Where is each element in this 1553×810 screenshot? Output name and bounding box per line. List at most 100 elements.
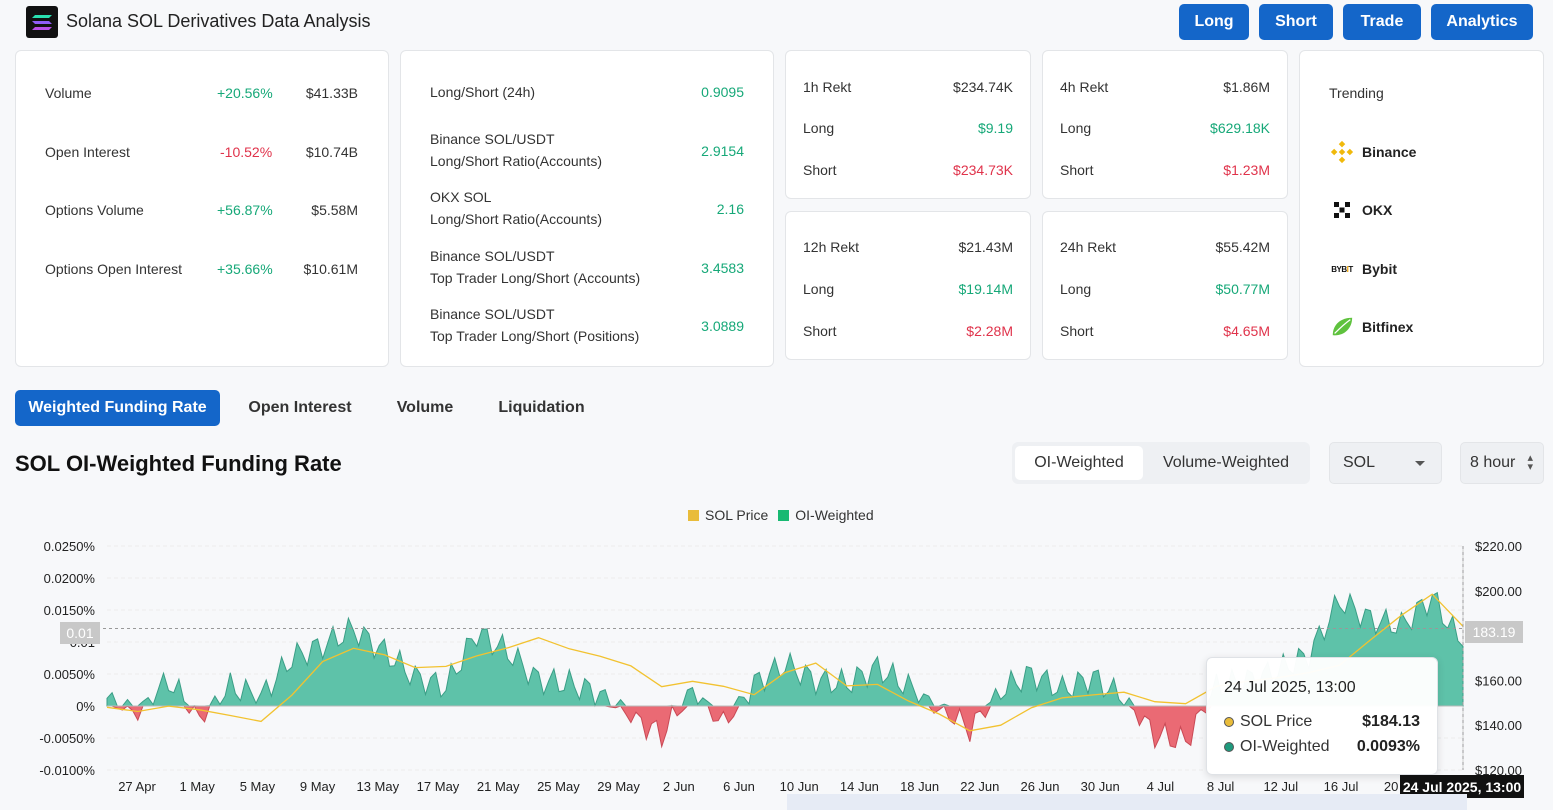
x-tick-label: 22 Jun xyxy=(960,779,999,794)
overview-label: Options Open Interest xyxy=(45,261,182,277)
rekt-short-value: $2.28M xyxy=(966,323,1013,339)
crosshair-y-right-label: 183.19 xyxy=(1465,621,1523,643)
rekt-total: $234.74K xyxy=(953,79,1013,95)
rekt-card-12h: 12h Rekt $21.43M Long $19.14M Short $2.28M xyxy=(785,211,1031,360)
rekt-long-label: Long xyxy=(803,281,835,297)
rekt-long-value: $19.14M xyxy=(958,281,1013,297)
overview-value: $10.61M xyxy=(303,261,358,277)
stepper-arrows-icon: ▴ ▾ xyxy=(1527,452,1533,473)
trending-item-label: OKX xyxy=(1362,202,1393,218)
long-button[interactable]: Long xyxy=(1179,4,1249,40)
x-tick-label: 30 Jun xyxy=(1081,779,1120,794)
interval-select-value: 8 hour xyxy=(1470,454,1516,471)
x-tick-label: 27 Apr xyxy=(118,779,156,794)
x-tick-label: 18 Jun xyxy=(900,779,939,794)
ratio-value: 3.0889 xyxy=(701,318,744,334)
trending-item-label: Bitfinex xyxy=(1362,319,1414,335)
overview-change: -10.52% xyxy=(220,144,273,160)
tab-open-interest[interactable]: Open Interest xyxy=(232,390,368,426)
y-left-tick-label: 0.0150% xyxy=(44,603,96,618)
x-tick-label: 12 Jul xyxy=(1263,779,1298,794)
y-left-tick-label: 0.0050% xyxy=(44,667,96,682)
y-left-tick-label: -0.0100% xyxy=(39,763,95,778)
rekt-long-value: $50.77M xyxy=(1215,281,1270,297)
x-tick-label: 6 Jun xyxy=(723,779,755,794)
rekt-short-label: Short xyxy=(1060,162,1094,178)
ratio-label: Binance SOL/USDT Long/Short Ratio(Account… xyxy=(430,131,602,169)
y-left-tick-label: 0.0200% xyxy=(44,571,96,586)
ratio-value: 2.9154 xyxy=(701,143,744,159)
rekt-short-value: $4.65M xyxy=(1223,323,1270,339)
ratio-value: 0.9095 xyxy=(701,84,744,100)
overview-value: $41.33B xyxy=(305,85,358,101)
bybit-icon: BYB I T xyxy=(1331,264,1353,274)
overview-change: +56.87% xyxy=(217,202,273,218)
ratio-label: Binance SOL/USDT Top Trader Long/Short (A… xyxy=(430,248,641,286)
rekt-short-label: Short xyxy=(1060,323,1094,339)
x-tick-label: 25 May xyxy=(537,779,580,794)
tooltip-row-sol-price: SOL Price $184.13 xyxy=(1224,713,1420,731)
rekt-label: 12h Rekt xyxy=(803,239,860,255)
x-tick-label: 14 Jun xyxy=(840,779,879,794)
binance-icon xyxy=(1330,140,1354,164)
trade-button[interactable]: Trade xyxy=(1343,4,1421,40)
segment-volume-weighted[interactable]: Volume-Weighted xyxy=(1163,454,1289,471)
ratio-value: 2.16 xyxy=(716,201,744,217)
tab-liquidation[interactable]: Liquidation xyxy=(483,390,600,426)
tab-volume[interactable]: Volume xyxy=(380,390,470,426)
legend-item-sol-price[interactable]: SOL Price xyxy=(688,507,768,523)
legend-item-oi-weighted[interactable]: OI-Weighted xyxy=(778,507,874,523)
overview-change: +35.66% xyxy=(217,261,273,277)
x-tick-label: 1 May xyxy=(179,779,215,794)
trending-item-bitfinex[interactable]: Bitfinex xyxy=(1330,315,1413,339)
rekt-long-value: $9.19 xyxy=(977,120,1013,136)
top-bar: Solana SOL Derivatives Data Analysis Lon… xyxy=(0,0,1553,44)
chart-zoom-scrollbar[interactable] xyxy=(787,794,1467,810)
rekt-long-label: Long xyxy=(1060,281,1092,297)
solana-logo-icon xyxy=(26,6,58,38)
chart-tooltip: 24 Jul 2025, 13:00 SOL Price $184.13 OI-… xyxy=(1206,657,1438,775)
rekt-short-value: $234.73K xyxy=(953,162,1013,178)
segment-oi-weighted[interactable]: OI-Weighted xyxy=(1015,446,1143,480)
y-right-tick-label: $140.00 xyxy=(1475,718,1522,733)
trending-title: Trending xyxy=(1329,85,1384,101)
short-button[interactable]: Short xyxy=(1259,4,1333,40)
y-right-tick-label: $200.00 xyxy=(1475,584,1522,599)
tooltip-title: 24 Jul 2025, 13:00 xyxy=(1224,679,1356,696)
rekt-label: 1h Rekt xyxy=(803,79,852,95)
page-title: Solana SOL Derivatives Data Analysis xyxy=(66,11,371,31)
ratio-label: Binance SOL/USDT Top Trader Long/Short (P… xyxy=(430,306,640,344)
x-tick-label: 17 May xyxy=(417,779,460,794)
rekt-long-label: Long xyxy=(803,120,835,136)
chart-title: SOL OI-Weighted Funding Rate xyxy=(15,451,342,476)
overview-label: Volume xyxy=(45,85,92,101)
trending-item-binance[interactable]: Binance xyxy=(1330,140,1416,164)
ratio-value: 3.4583 xyxy=(701,260,744,276)
symbol-select-value: SOL xyxy=(1343,454,1376,471)
tab-weighted-funding-rate[interactable]: Weighted Funding Rate xyxy=(15,390,220,426)
trending-item-label: Binance xyxy=(1362,144,1417,160)
trending-item-bybit[interactable]: BYB I T Bybit xyxy=(1330,257,1397,281)
overview-label: Options Volume xyxy=(45,202,144,218)
overview-card: Volume +20.56% $41.33B Open Interest -10… xyxy=(15,50,389,367)
weighting-segmented-control: OI-Weighted Volume-Weighted xyxy=(1012,442,1310,484)
analytics-button[interactable]: Analytics xyxy=(1431,4,1533,40)
trending-card: Trending Binance OKX BYB I T Bybit Bitfine… xyxy=(1299,50,1544,367)
rekt-label: 4h Rekt xyxy=(1060,79,1109,95)
x-tick-label: 8 Jul xyxy=(1207,779,1235,794)
overview-change: +20.56% xyxy=(217,85,273,101)
rekt-card-1h: 1h Rekt $234.74K Long $9.19 Short $234.73K xyxy=(785,50,1031,199)
symbol-select[interactable]: SOL xyxy=(1329,442,1442,484)
rekt-label: 24h Rekt xyxy=(1060,239,1117,255)
rekt-short-label: Short xyxy=(803,162,837,178)
rekt-total: $55.42M xyxy=(1215,239,1270,255)
rekt-long-label: Long xyxy=(1060,120,1092,136)
chart-legend: SOL Price OI-Weighted xyxy=(688,507,874,523)
overview-value: $5.58M xyxy=(311,202,358,218)
ratio-label: OKX SOL Long/Short Ratio(Accounts) xyxy=(430,189,602,227)
trending-item-okx[interactable]: OKX xyxy=(1330,198,1392,222)
interval-select[interactable]: 8 hour ▴ ▾ xyxy=(1460,442,1544,484)
x-tick-label: 5 May xyxy=(240,779,276,794)
rekt-total: $1.86M xyxy=(1223,79,1270,95)
long-short-ratio-card: Long/Short (24h) 0.9095 Binance SOL/USDT… xyxy=(400,50,774,367)
